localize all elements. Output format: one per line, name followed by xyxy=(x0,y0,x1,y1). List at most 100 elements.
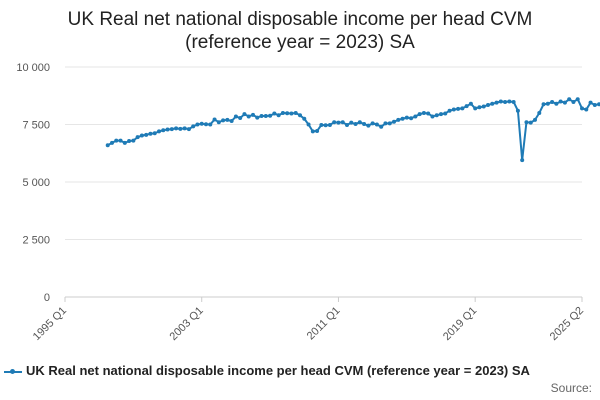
data-point[interactable] xyxy=(298,113,302,118)
data-point[interactable] xyxy=(323,123,328,128)
data-point[interactable] xyxy=(409,116,414,121)
data-point[interactable] xyxy=(439,112,443,117)
data-point[interactable] xyxy=(464,104,469,109)
data-point[interactable] xyxy=(541,102,546,107)
data-point[interactable] xyxy=(353,122,358,127)
data-point[interactable] xyxy=(498,99,503,104)
data-point[interactable] xyxy=(174,126,179,131)
data-point[interactable] xyxy=(302,116,307,121)
data-point[interactable] xyxy=(204,122,208,127)
data-point[interactable] xyxy=(421,111,426,115)
data-point[interactable] xyxy=(148,131,153,136)
data-point[interactable] xyxy=(426,111,431,116)
data-point[interactable] xyxy=(520,158,525,163)
data-point[interactable] xyxy=(400,116,405,121)
data-point[interactable] xyxy=(362,122,367,127)
data-point[interactable] xyxy=(413,114,418,119)
data-point[interactable] xyxy=(285,111,290,116)
data-point[interactable] xyxy=(161,128,166,133)
data-point[interactable] xyxy=(225,117,230,122)
data-point[interactable] xyxy=(404,115,409,120)
data-point[interactable] xyxy=(515,108,520,113)
data-point[interactable] xyxy=(571,99,576,104)
data-point[interactable] xyxy=(528,120,533,125)
data-point[interactable] xyxy=(550,99,555,104)
data-point[interactable] xyxy=(460,106,465,111)
data-point[interactable] xyxy=(511,99,516,104)
data-point[interactable] xyxy=(276,113,281,118)
data-point[interactable] xyxy=(494,100,499,105)
data-point[interactable] xyxy=(332,120,337,125)
data-point[interactable] xyxy=(212,117,217,122)
data-point[interactable] xyxy=(374,122,379,127)
data-point[interactable] xyxy=(387,121,392,126)
data-point[interactable] xyxy=(349,120,354,125)
data-point[interactable] xyxy=(575,97,580,102)
data-point[interactable] xyxy=(592,102,597,107)
data-point[interactable] xyxy=(238,116,243,121)
data-point[interactable] xyxy=(456,106,461,111)
data-point[interactable] xyxy=(588,100,593,105)
data-point[interactable] xyxy=(208,122,213,127)
data-point[interactable] xyxy=(157,129,161,134)
data-point[interactable] xyxy=(272,111,277,116)
data-point[interactable] xyxy=(246,114,251,119)
data-point[interactable] xyxy=(131,138,136,143)
data-point[interactable] xyxy=(524,120,529,125)
data-point[interactable] xyxy=(473,106,478,111)
data-point[interactable] xyxy=(443,111,448,116)
data-point[interactable] xyxy=(537,111,542,115)
data-point[interactable] xyxy=(396,117,401,122)
data-point[interactable] xyxy=(165,127,170,132)
data-point[interactable] xyxy=(178,126,183,131)
data-point[interactable] xyxy=(345,122,349,127)
data-point[interactable] xyxy=(562,100,567,105)
data-point[interactable] xyxy=(370,121,375,126)
data-point[interactable] xyxy=(567,97,572,102)
data-point[interactable] xyxy=(383,121,388,126)
data-point[interactable] xyxy=(357,120,362,125)
data-point[interactable] xyxy=(366,123,371,128)
data-point[interactable] xyxy=(451,107,456,112)
data-point[interactable] xyxy=(340,120,345,125)
data-point[interactable] xyxy=(319,122,324,127)
data-point[interactable] xyxy=(186,127,191,132)
data-point[interactable] xyxy=(468,101,473,106)
data-point[interactable] xyxy=(503,99,508,104)
data-point[interactable] xyxy=(118,138,123,143)
data-point[interactable] xyxy=(481,104,486,109)
data-point[interactable] xyxy=(144,132,149,137)
data-point[interactable] xyxy=(182,126,187,131)
data-point[interactable] xyxy=(379,124,384,129)
data-point[interactable] xyxy=(263,113,268,118)
data-point[interactable] xyxy=(122,140,127,145)
data-point[interactable] xyxy=(221,118,226,123)
data-point[interactable] xyxy=(110,140,114,145)
data-point[interactable] xyxy=(289,111,294,116)
data-point[interactable] xyxy=(293,111,298,115)
data-point[interactable] xyxy=(195,122,200,127)
data-point[interactable] xyxy=(229,119,234,124)
data-point[interactable] xyxy=(533,117,537,122)
data-point[interactable] xyxy=(105,143,110,148)
data-point[interactable] xyxy=(310,129,315,134)
data-point[interactable] xyxy=(255,115,260,120)
data-point[interactable] xyxy=(268,113,273,118)
data-point[interactable] xyxy=(490,101,495,106)
data-point[interactable] xyxy=(191,124,196,129)
data-point[interactable] xyxy=(507,99,512,104)
data-point[interactable] xyxy=(447,108,452,113)
data-point[interactable] xyxy=(580,106,584,111)
legend[interactable]: UK Real net national disposable income p… xyxy=(0,363,600,381)
data-point[interactable] xyxy=(392,119,396,124)
data-point[interactable] xyxy=(306,122,311,127)
data-point[interactable] xyxy=(597,102,600,107)
data-point[interactable] xyxy=(259,113,264,118)
data-point[interactable] xyxy=(251,112,255,117)
data-point[interactable] xyxy=(242,112,247,117)
data-point[interactable] xyxy=(233,114,238,119)
data-point[interactable] xyxy=(152,131,157,136)
data-point[interactable] xyxy=(486,102,490,107)
data-point[interactable] xyxy=(327,122,332,127)
data-point[interactable] xyxy=(315,128,320,133)
